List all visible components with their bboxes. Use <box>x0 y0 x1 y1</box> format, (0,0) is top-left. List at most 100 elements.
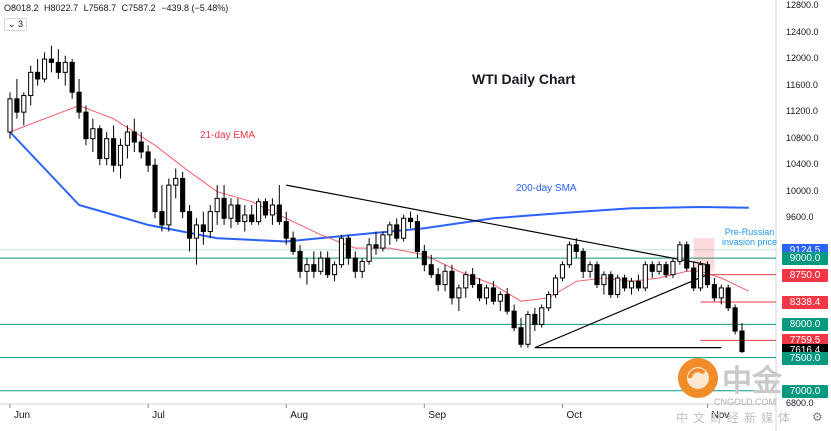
candle-body <box>718 287 724 299</box>
candle-body <box>262 201 269 216</box>
candle-body <box>649 264 655 272</box>
y-tick-label: 12800.0 <box>786 0 819 10</box>
candle-body <box>256 201 262 223</box>
candle-body <box>104 138 110 160</box>
y-tick-label: 10000.0 <box>786 185 819 196</box>
candle-body <box>131 131 137 143</box>
trendline <box>534 274 708 349</box>
candle-body <box>449 270 455 299</box>
y-tick-label: 10400.0 <box>786 159 819 170</box>
candle-body <box>325 257 331 276</box>
price-tag-red: 8750.0 <box>782 268 828 282</box>
high-value: H8022.7 <box>44 3 79 13</box>
candle-body <box>711 284 717 299</box>
gear-icon[interactable]: ⚙ <box>812 410 823 424</box>
price-tag-green: 9000.0 <box>782 252 828 266</box>
watermark-en: CNGOLD.COM <box>714 397 777 407</box>
indicator-toggle-button[interactable]: ⌄ 3 <box>4 18 28 31</box>
prerussian-label: Pre-Russian invasion price <box>722 227 777 247</box>
candle-body <box>111 138 117 166</box>
candle-body <box>573 244 579 252</box>
candle-body <box>166 184 172 226</box>
candle-body <box>276 204 282 223</box>
candle-body <box>628 280 635 289</box>
candle-body <box>97 128 103 160</box>
x-tick-label: Oct <box>566 410 582 421</box>
candle-body <box>221 197 227 219</box>
candle-body <box>504 294 510 312</box>
candle-body <box>152 164 158 213</box>
candle-body <box>297 250 303 272</box>
price-tag-green: 7500.0 <box>782 351 828 365</box>
candle-body <box>428 264 434 276</box>
ema-21-line <box>9 104 750 302</box>
candle-body <box>69 61 75 93</box>
candle-body <box>200 224 206 233</box>
candle-body <box>601 274 607 286</box>
candle-body <box>228 204 234 219</box>
candle-body <box>684 244 690 269</box>
candle-body <box>546 294 552 309</box>
candle-body <box>401 217 407 239</box>
candle-body <box>145 151 151 166</box>
candle-body <box>180 177 186 213</box>
price-tag-green: 7000.0 <box>782 384 828 398</box>
cngold-logo-icon <box>678 358 718 398</box>
candle-body <box>352 257 358 272</box>
price-tag-red: 8338.4 <box>782 295 828 309</box>
candle-body <box>477 284 483 299</box>
candle-body <box>28 71 34 97</box>
candle-body <box>704 264 711 286</box>
prerussian-line1: Pre-Russian <box>724 227 775 237</box>
candle-body <box>559 264 566 279</box>
y-tick-label: 12000.0 <box>786 53 819 64</box>
candle-body <box>677 244 683 262</box>
candle-body <box>290 237 296 252</box>
candle-body <box>566 244 572 266</box>
candle-body <box>497 294 503 302</box>
candle-body <box>483 287 490 299</box>
candle-body <box>214 197 220 213</box>
candle-body <box>552 277 559 296</box>
candle-body <box>35 71 41 80</box>
candle-body <box>7 98 13 133</box>
watermark-cn-sub: 中文财经新媒体 <box>676 411 796 425</box>
candle-body <box>48 58 55 63</box>
candle-body <box>269 204 275 216</box>
candle-body <box>283 221 289 239</box>
candle-body <box>594 264 600 286</box>
candle-body <box>456 287 462 299</box>
candle-body <box>635 280 641 289</box>
candle-body <box>62 61 68 73</box>
candle-body <box>193 224 200 239</box>
candle-body <box>83 111 89 140</box>
candle-body <box>470 274 476 286</box>
x-tick-label: Sep <box>428 410 447 421</box>
close-value: C7587.2 <box>121 3 156 13</box>
candle-body <box>318 257 324 272</box>
candle-body <box>697 264 704 289</box>
candle-body <box>670 260 676 276</box>
candle-body <box>587 264 593 272</box>
candle-body <box>186 211 193 239</box>
candle-body <box>642 264 648 289</box>
candle-body <box>41 58 48 80</box>
candle-body <box>76 91 82 113</box>
candle-body <box>117 144 124 166</box>
candle-body <box>173 177 179 186</box>
candle-body <box>394 224 400 239</box>
candle-body <box>14 98 20 113</box>
candle-body <box>359 260 365 272</box>
candle-body <box>235 204 241 223</box>
candle-body <box>532 313 538 325</box>
candle-body <box>421 250 427 266</box>
x-tick-label: Jul <box>152 410 165 421</box>
prerussian-line2: invasion price <box>722 237 778 247</box>
chart-title: WTI Daily Chart <box>472 71 576 87</box>
candle-body <box>311 264 317 272</box>
watermark-cn-main: 中金 <box>722 364 782 399</box>
candle-body <box>366 244 372 262</box>
candle-body <box>525 313 531 345</box>
